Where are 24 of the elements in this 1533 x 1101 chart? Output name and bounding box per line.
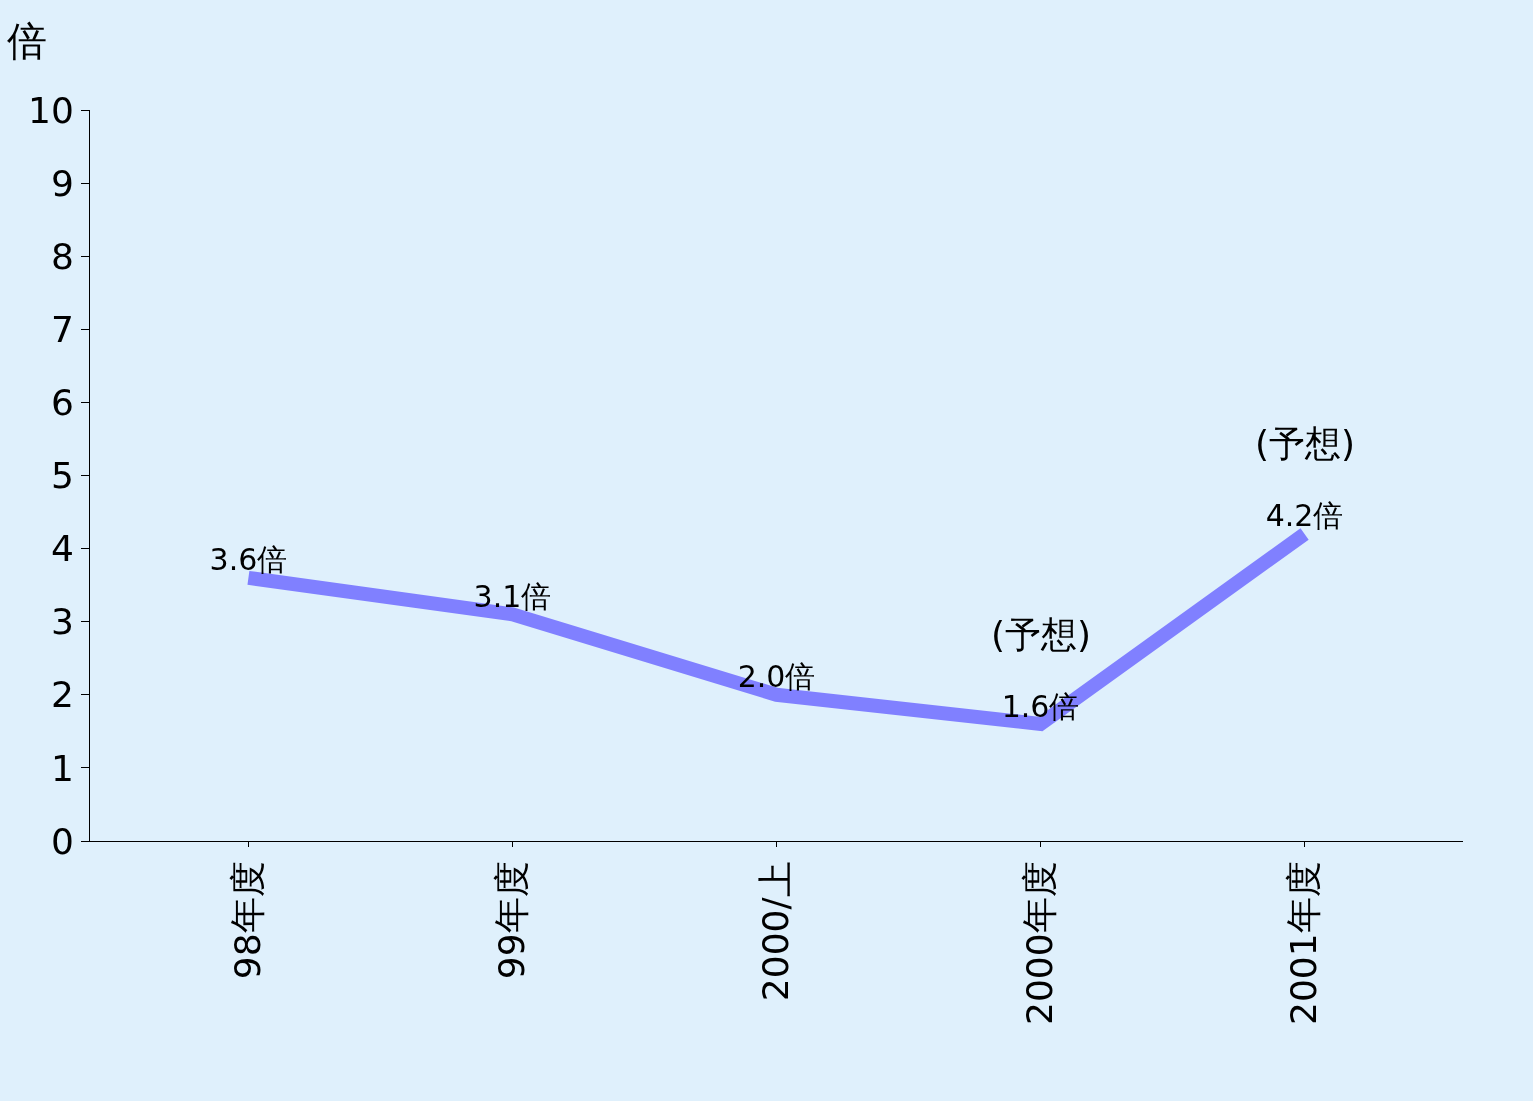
y-tick-label: 3 bbox=[50, 601, 74, 643]
y-tick-label: 1 bbox=[50, 747, 74, 789]
y-tick-label: 9 bbox=[50, 162, 74, 204]
y-tick-label: 8 bbox=[50, 235, 74, 277]
data-label: 1.6倍 bbox=[1001, 688, 1080, 724]
y-tick-label: 10 bbox=[27, 89, 74, 131]
data-label: 4.2倍 bbox=[1265, 498, 1344, 534]
x-tick-label: 2000/上 bbox=[755, 861, 797, 1002]
y-tick-label: 4 bbox=[50, 528, 74, 570]
y-tick-label: 5 bbox=[50, 455, 74, 497]
y-tick-label: 2 bbox=[50, 674, 74, 716]
data-label: 2.0倍 bbox=[737, 659, 816, 695]
x-tick-label: 98年度 bbox=[227, 861, 269, 980]
x-tick-label: 2000年度 bbox=[1019, 861, 1061, 1026]
data-label: 3.1倍 bbox=[473, 578, 552, 614]
x-tick-label: 2001年度 bbox=[1283, 861, 1325, 1026]
annotation: (予想) bbox=[991, 614, 1092, 655]
y-tick-label: 6 bbox=[50, 382, 74, 423]
y-axis-title: 倍 bbox=[7, 18, 47, 64]
y-tick-label: 7 bbox=[50, 308, 74, 350]
y-tick-label: 0 bbox=[50, 820, 74, 862]
x-tick-label: 99年度 bbox=[491, 861, 533, 980]
annotation: (予想) bbox=[1255, 423, 1356, 464]
data-label: 3.6倍 bbox=[209, 542, 288, 578]
